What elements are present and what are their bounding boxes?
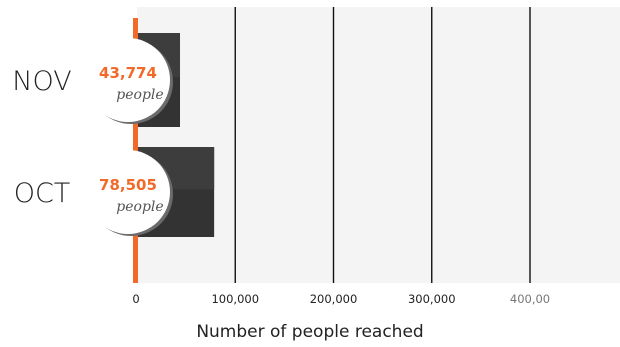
data-label: 78,505	[99, 176, 157, 194]
y-axis-accent-line	[133, 18, 138, 283]
value-badge: 78,505 people	[86, 150, 173, 236]
data-unit-label: people	[116, 87, 163, 103]
x-tick-label: 0	[132, 292, 139, 306]
gridlines	[234, 7, 531, 283]
data-unit-label: people	[116, 199, 163, 215]
x-tick-label: 300,000	[408, 292, 456, 306]
data-label: 43,774	[99, 64, 157, 82]
category-label-nov: NOV	[12, 66, 71, 97]
value-badge: 43,774 people	[86, 38, 173, 124]
x-tick-labels: 0 100,000 200,000 300,000 400,00	[132, 292, 550, 306]
x-axis-label: Number of people reached	[196, 322, 423, 342]
badge-circle	[86, 150, 170, 234]
x-tick-label: 100,000	[211, 292, 259, 306]
category-label-oct: OCT	[14, 178, 71, 209]
badge-circle	[86, 38, 170, 122]
x-tick-label: 200,000	[310, 292, 358, 306]
plot-background	[137, 7, 620, 283]
category-labels: NOV OCT	[12, 66, 71, 209]
value-badges: 43,774 people 78,505 people	[86, 38, 173, 236]
x-tick-label: 400,00	[510, 292, 550, 306]
